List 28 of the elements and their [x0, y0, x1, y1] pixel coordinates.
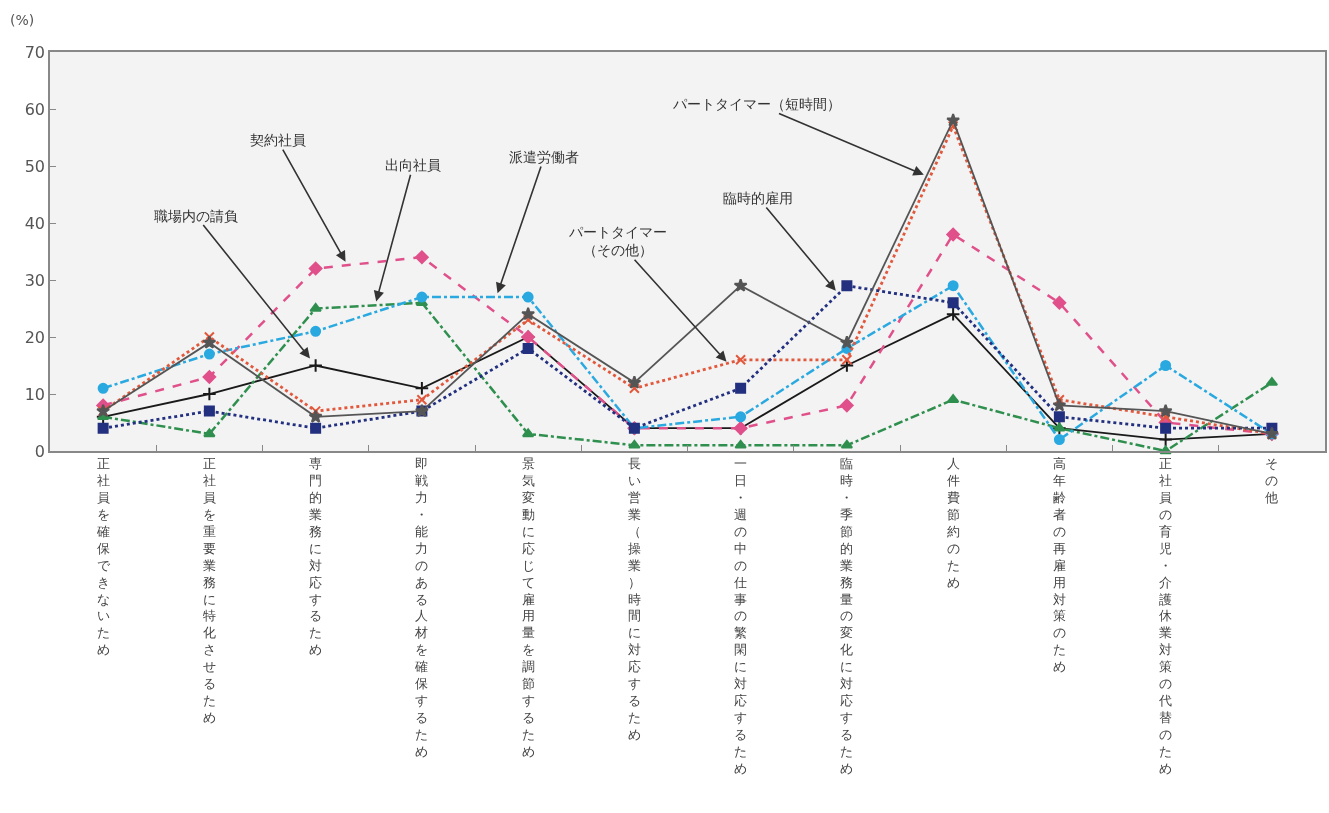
y-tick-label: 70 [24, 42, 46, 62]
x-tick-label: 人件費節約のため [946, 456, 960, 590]
x-tick-label: その他 [1265, 456, 1279, 506]
y-tick-label: 10 [24, 384, 46, 404]
category-label: 臨時・季節的業務量の変化に対応するため [840, 456, 854, 776]
y-tick-label: 40 [24, 213, 46, 233]
category-label: 一日・週の中の仕事の繁閑に対応するため [734, 456, 748, 776]
text: パートタイマー（その他） [568, 224, 667, 259]
category-label: 正社員を確保できないため [96, 456, 110, 658]
y-tick-label: 20 [24, 327, 46, 347]
y-tick-label: 30 [24, 270, 46, 290]
text: 出向社員 [385, 157, 441, 173]
y-tick-label: 0 [34, 441, 46, 461]
category-label: 正社員を重要業務に特化させるため [202, 456, 216, 725]
text: 職場内の請負 [154, 208, 238, 224]
category-label: 景気変動に応じて雇用量を調節するため [521, 456, 535, 759]
text: 臨時的雇用 [723, 190, 793, 206]
category-label: 専門的業務に対応するため [309, 456, 323, 658]
text: 派遣労働者 [509, 149, 579, 165]
category-label: 即戦力・能力のある人材を確保するため [415, 456, 429, 759]
category-label: 長い営業（操業）時間に対応するため [627, 456, 641, 742]
text: 契約社員 [250, 132, 306, 148]
y-axis-title: (%) [10, 12, 35, 28]
y-tick-label: 50 [24, 156, 46, 176]
text: パートタイマー（短時間） [672, 96, 841, 112]
y-tick-label: 60 [24, 99, 46, 119]
category-label: 高年齢者の再雇用対策のため [1052, 456, 1066, 675]
category-label: 正社員の育児・介護休業対策の代替のため [1159, 456, 1173, 776]
